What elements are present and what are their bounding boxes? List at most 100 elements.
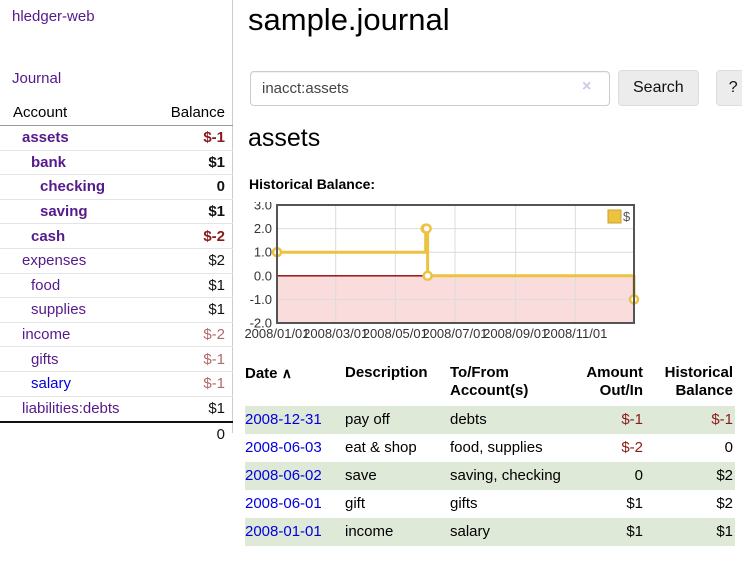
transaction-accounts: debts: [450, 406, 581, 434]
balance-column-header: Balance: [170, 104, 225, 121]
total-balance: 0: [216, 426, 225, 444]
sidebar-account-link[interactable]: expenses: [22, 252, 87, 270]
transaction-description: pay off: [345, 406, 450, 434]
sidebar-account-link[interactable]: income: [22, 326, 71, 344]
sidebar-item-journal[interactable]: Journal: [12, 70, 62, 87]
search-button[interactable]: Search: [618, 70, 699, 106]
data-point-marker: [422, 270, 433, 282]
sidebar-account-link[interactable]: saving: [40, 203, 88, 221]
transaction-date-link[interactable]: 2008-12-31: [245, 411, 322, 428]
search-input[interactable]: [250, 70, 610, 106]
help-button[interactable]: ?: [715, 70, 742, 106]
account-row: supplies $1: [0, 298, 233, 323]
y-axis-tick-label: 3.0: [254, 202, 272, 213]
sidebar-account-link[interactable]: bank: [31, 153, 67, 171]
transaction-balance: $2: [716, 495, 733, 512]
account-row: assets $-1: [0, 126, 233, 151]
sidebar-account-balance: 0: [216, 178, 225, 196]
clear-search-icon[interactable]: ×: [582, 78, 592, 95]
register-row: 2008-06-02 save saving, checking 0 $2: [245, 462, 735, 490]
sidebar-account-link[interactable]: checking: [40, 178, 106, 196]
register-header-row: Date ∧ Description To/From Account(s) Am…: [245, 362, 735, 406]
transaction-date-link[interactable]: 2008-06-03: [245, 439, 322, 456]
sidebar-account-link[interactable]: gifts: [31, 350, 59, 368]
transaction-balance: $2: [645, 462, 735, 490]
transaction-date-cell: 2008-06-01: [245, 490, 345, 518]
account-column-header: Account: [13, 104, 68, 121]
transaction-date-cell: 2008-01-01: [245, 518, 345, 546]
column-header-date[interactable]: Date ∧: [245, 365, 292, 382]
register-row: 2008-06-03 eat & shop food, supplies $-2 0: [245, 434, 735, 462]
account-row: liabilities:debts $1: [0, 397, 233, 422]
sidebar-account-balance: $1: [208, 400, 225, 418]
historical-balance-chart: $3.0 2.0 1.0 0.0 -1.0 -2.02008/01/012008/03/0…: [244, 202, 640, 341]
transaction-amount: $-2: [621, 439, 643, 456]
column-header-balance: Historical Balance: [664, 364, 733, 399]
account-row: salary $-1: [0, 372, 233, 397]
transaction-date-cell: 2008-06-03: [245, 434, 345, 462]
data-point-marker: [421, 223, 432, 234]
sidebar-account-balance: $-1: [203, 350, 225, 368]
transaction-date-link[interactable]: 2008-01-01: [245, 523, 322, 540]
sidebar-account-balance: $2: [208, 252, 225, 270]
transaction-date-cell: 2008-12-31: [245, 406, 345, 434]
x-axis-tick-label: 2008/07/01: [422, 326, 487, 341]
account-heading: assets: [248, 124, 321, 152]
account-rows: assets $-1 bank $1 checking 0 saving $1 cash $-2 e…: [0, 126, 233, 421]
sidebar-account-balance: $-1: [203, 129, 225, 147]
y-axis-tick-label: 1.0: [254, 245, 272, 260]
sidebar-account-link[interactable]: cash: [31, 227, 66, 245]
sidebar-account-balance: $-2: [203, 326, 225, 344]
transaction-amount: 0: [581, 462, 645, 490]
register-table: Date ∧ Description To/From Account(s) Am…: [245, 362, 735, 546]
transaction-date-link[interactable]: 2008-06-01: [245, 495, 322, 512]
y-axis-tick-label: 0.0: [254, 268, 272, 283]
transaction-amount: $1: [626, 495, 643, 512]
account-tree-header: Account Balance: [0, 102, 233, 126]
sidebar-account-balance: $1: [208, 203, 225, 221]
transaction-balance: $1: [645, 518, 735, 546]
legend-swatch: [607, 209, 622, 224]
column-header-amount: Amount Out/In: [586, 364, 643, 399]
sidebar-account-balance: $-1: [203, 375, 225, 393]
transaction-accounts: saving, checking: [450, 462, 581, 490]
account-row: checking 0: [0, 175, 233, 200]
transaction-description: eat & shop: [345, 439, 417, 456]
transaction-amount: $-1: [581, 406, 645, 434]
x-axis-tick-label: 2008/03/01: [303, 326, 368, 341]
sidebar-account-link[interactable]: liabilities:debts: [22, 400, 120, 418]
account-row: income $-2: [0, 323, 233, 348]
sidebar-account-link[interactable]: assets: [22, 129, 69, 147]
transaction-description: save: [345, 462, 450, 490]
transaction-accounts: salary: [450, 518, 581, 546]
register-row: 2008-12-31 pay off debts $-1 $-1: [245, 406, 735, 434]
transaction-date-cell: 2008-06-02: [245, 462, 345, 490]
sidebar-account-link[interactable]: supplies: [31, 301, 87, 319]
account-row: cash $-2: [0, 224, 233, 249]
transaction-amount: $1: [581, 518, 645, 546]
account-tree: Account Balance assets $-1 bank $1 checking 0…: [0, 102, 233, 443]
sidebar-account-link[interactable]: salary: [31, 375, 72, 393]
x-axis-tick-label: 2008/05/01: [363, 326, 428, 341]
sidebar-account-balance: $1: [208, 276, 225, 294]
legend-label: $: [623, 209, 631, 224]
y-axis-tick-label: -2.0: [250, 316, 272, 331]
account-row: gifts $-1: [0, 347, 233, 372]
y-axis-tick-label: -1.0: [250, 292, 272, 307]
y-axis-tick-label: 2.0: [254, 221, 272, 236]
transaction-date-link[interactable]: 2008-06-02: [245, 467, 322, 484]
transaction-balance: 0: [724, 439, 733, 456]
sort-ascending-icon: ∧: [281, 365, 292, 381]
chart-section-label: Historical Balance:: [249, 176, 376, 192]
sidebar-account-balance: $1: [208, 301, 225, 319]
app-title[interactable]: hledger-web: [12, 8, 95, 25]
page-title: sample.journal: [248, 2, 450, 37]
chart-border: [276, 204, 635, 324]
sidebar: hledger-web Journal Account Balance asse…: [0, 0, 233, 443]
column-header-description: Description: [345, 364, 428, 381]
sidebar-account-balance: $-2: [203, 227, 225, 245]
account-total-row: 0: [0, 421, 233, 443]
account-row: food $1: [0, 274, 233, 299]
sidebar-account-link[interactable]: food: [31, 276, 61, 294]
